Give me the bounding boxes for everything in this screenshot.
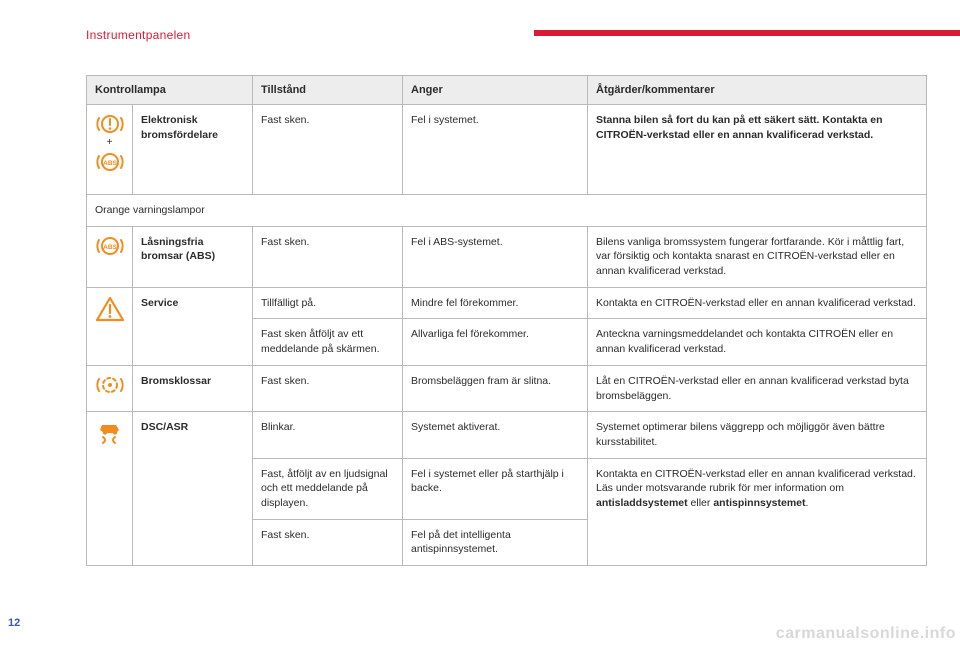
header-anger: Anger	[403, 76, 588, 105]
table-row: DSC/ASR Blinkar. Systemet aktiverat. Sys…	[87, 412, 927, 458]
abs-icon: ABS	[95, 151, 124, 173]
action-bold-2: antispinnsystemet	[713, 497, 805, 509]
row-indicates: Fel i systemet eller på starthjälp i bac…	[403, 458, 588, 519]
row-indicates: Fel i systemet.	[403, 105, 588, 195]
row-state: Fast, åtföljt av en ljudsignal och ett m…	[253, 458, 403, 519]
table-row: ABS Låsningsfria bromsar (ABS) Fast sken…	[87, 226, 927, 287]
header-atgarder: Åtgärder/kommentarer	[588, 76, 927, 105]
row-state: Fast sken åtföljt av ett meddelande på s…	[253, 319, 403, 365]
row-state: Fast sken.	[253, 105, 403, 195]
action-text-mid: eller	[688, 497, 714, 509]
row-state: Tillfälligt på.	[253, 287, 403, 319]
svg-text:ABS: ABS	[103, 160, 117, 167]
dsc-icon	[95, 420, 124, 446]
row-action: Kontakta en CITROËN-verkstad eller en an…	[588, 287, 927, 319]
row-name: Bromsklossar	[133, 365, 253, 411]
brake-pads-icon	[95, 374, 124, 396]
row-indicates: Systemet aktiverat.	[403, 412, 588, 458]
page-number: 12	[8, 617, 20, 629]
row-state: Fast sken.	[253, 365, 403, 411]
row-state: Blinkar.	[253, 412, 403, 458]
section-label: Orange varningslampor	[87, 195, 927, 227]
table-header-row: Kontrollampa Tillstånd Anger Åtgärder/ko…	[87, 76, 927, 105]
plus-symbol: +	[95, 138, 124, 148]
row-name: Låsningsfria bromsar (ABS)	[133, 226, 253, 287]
row-action: Låt en CITROËN-verkstad eller en annan k…	[588, 365, 927, 411]
watermark: carmanualsonline.info	[776, 625, 956, 643]
row-action: Systemet optimerar bilens väggrepp och m…	[588, 412, 927, 458]
icon-cell	[87, 287, 133, 365]
action-text-post: .	[806, 497, 809, 509]
warning-light-table-wrapper: Kontrollampa Tillstånd Anger Åtgärder/ko…	[86, 75, 926, 566]
header-kontrollampa: Kontrollampa	[87, 76, 253, 105]
section-title: Instrumentpanelen	[86, 28, 191, 42]
svg-text:ABS: ABS	[103, 244, 117, 251]
icon-cell: ABS	[87, 226, 133, 287]
row-state: Fast sken.	[253, 226, 403, 287]
row-indicates: Fel i ABS-systemet.	[403, 226, 588, 287]
row-action: Stanna bilen så fort du kan på ett säker…	[588, 105, 927, 195]
warning-triangle-icon	[95, 296, 124, 322]
table-row: Bromsklossar Fast sken. Bromsbeläggen fr…	[87, 365, 927, 411]
row-action: Bilens vanliga bromssystem fungerar fort…	[588, 226, 927, 287]
row-name: Service	[133, 287, 253, 365]
icon-cell: + ABS	[87, 105, 133, 195]
row-indicates: Bromsbeläggen fram är slitna.	[403, 365, 588, 411]
table-row: Service Tillfälligt på. Mindre fel förek…	[87, 287, 927, 319]
action-text-pre: Kontakta en CITROËN-verkstad eller en an…	[596, 468, 916, 495]
row-indicates: Mindre fel förekommer.	[403, 287, 588, 319]
action-bold-1: antisladdsystemet	[596, 497, 688, 509]
manual-page: Instrumentpanelen 12 carmanualsonline.in…	[0, 0, 960, 649]
header-tillstand: Tillstånd	[253, 76, 403, 105]
abs-icon: ABS	[95, 235, 124, 257]
row-action: Kontakta en CITROËN-verkstad eller en an…	[588, 458, 927, 565]
row-name: Elektronisk bromsfördelare	[133, 105, 253, 195]
row-indicates: Allvarliga fel förekommer.	[403, 319, 588, 365]
section-row: Orange varningslampor	[87, 195, 927, 227]
icon-cell	[87, 412, 133, 566]
row-action: Anteckna varningsmeddelandet och kontakt…	[588, 319, 927, 365]
icon-cell	[87, 365, 133, 411]
row-name: DSC/ASR	[133, 412, 253, 566]
warning-light-table: Kontrollampa Tillstånd Anger Åtgärder/ko…	[86, 75, 927, 566]
brake-warning-icon	[95, 113, 124, 135]
row-indicates: Fel på det intelligenta antispinnsysteme…	[403, 519, 588, 565]
header-red-bar	[534, 30, 960, 36]
table-row: + ABS Elektronis	[87, 105, 927, 195]
row-state: Fast sken.	[253, 519, 403, 565]
